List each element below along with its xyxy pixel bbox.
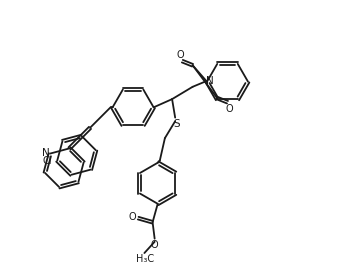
Text: O: O [129, 212, 136, 222]
Text: H₃C: H₃C [136, 254, 154, 264]
Text: N: N [42, 148, 50, 158]
Text: S: S [173, 119, 179, 129]
Text: Cl: Cl [42, 156, 51, 166]
Text: O: O [177, 50, 184, 60]
Text: N: N [206, 76, 214, 86]
Text: O: O [226, 104, 233, 114]
Text: O: O [151, 240, 159, 250]
